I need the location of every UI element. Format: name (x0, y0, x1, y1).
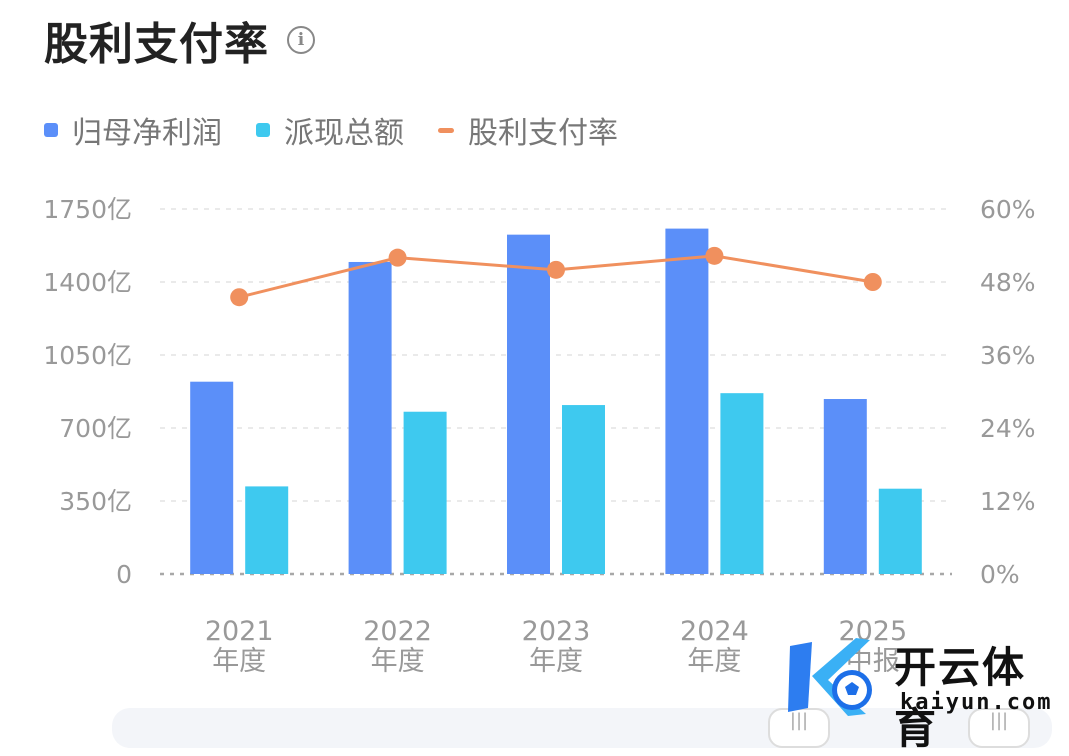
y-left-tick-label: 1400亿 (43, 268, 132, 297)
bar-dividend-total (720, 393, 764, 574)
info-circle-icon[interactable]: i (287, 26, 315, 54)
page-title: 股利支付率 (44, 19, 269, 70)
x-tick-label: 2024 年度 (680, 616, 749, 677)
legend-item-payout-ratio[interactable]: 股利支付率 (438, 108, 618, 152)
watermark-logo (788, 638, 872, 716)
dividend-chart: 0 0% 350亿 12% 700亿 24% 1050亿 36% 1400亿 48% 1750亿 60… (43, 195, 1036, 677)
y-left-tick-label: 1050亿 (43, 341, 132, 370)
y-right-tick-label: 12% (980, 487, 1036, 516)
payout-ratio-point (547, 260, 565, 279)
payout-ratio-point (388, 248, 407, 267)
chart-legend: 归母净利润 派现总额 股利支付率 (44, 108, 618, 152)
y-right-tick-label: 24% (980, 414, 1036, 443)
bar-net-profit (348, 261, 392, 574)
legend-swatch (44, 123, 58, 137)
y-right-tick-label: 36% (980, 341, 1036, 370)
legend-line-swatch (438, 127, 454, 133)
bar-net-profit (665, 228, 709, 574)
watermark: 开云体育 kaiyun.com (782, 632, 1064, 753)
y-left-tick-label: 350亿 (59, 487, 132, 516)
y-left-tick-label: 1750亿 (43, 195, 132, 224)
bar-dividend-total (562, 405, 605, 574)
legend-label: 股利支付率 (468, 116, 618, 151)
chart-header: 股利支付率 i (44, 8, 315, 72)
bar-dividend-total (403, 411, 447, 574)
y-left-tick-label: 700亿 (59, 414, 132, 443)
x-tick-label: 2023 年度 (522, 616, 591, 677)
y-left-tick-label: 0 (116, 560, 132, 589)
legend-item-dividend-total[interactable]: 派现总额 (256, 108, 404, 152)
legend-swatch (256, 123, 270, 137)
bar-net-profit (190, 381, 234, 574)
payout-ratio-point (705, 246, 724, 265)
bar-dividend-total (878, 488, 922, 574)
bar-dividend-total (245, 486, 289, 574)
y-right-tick-label: 60% (980, 195, 1036, 224)
bar-net-profit (507, 234, 550, 574)
payout-ratio-point (230, 288, 249, 307)
x-tick-label: 2022 年度 (363, 616, 432, 677)
bar-net-profit (823, 399, 867, 574)
legend-item-net-profit[interactable]: 归母净利润 (44, 108, 222, 152)
y-right-tick-label: 0% (980, 560, 1020, 589)
payout-ratio-point (863, 273, 882, 291)
watermark-url: kaiyun.com (900, 690, 1053, 715)
legend-label: 归母净利润 (72, 116, 222, 151)
x-tick-label: 2021 年度 (205, 616, 274, 677)
legend-label: 派现总额 (284, 116, 404, 151)
y-right-tick-label: 48% (980, 268, 1036, 297)
